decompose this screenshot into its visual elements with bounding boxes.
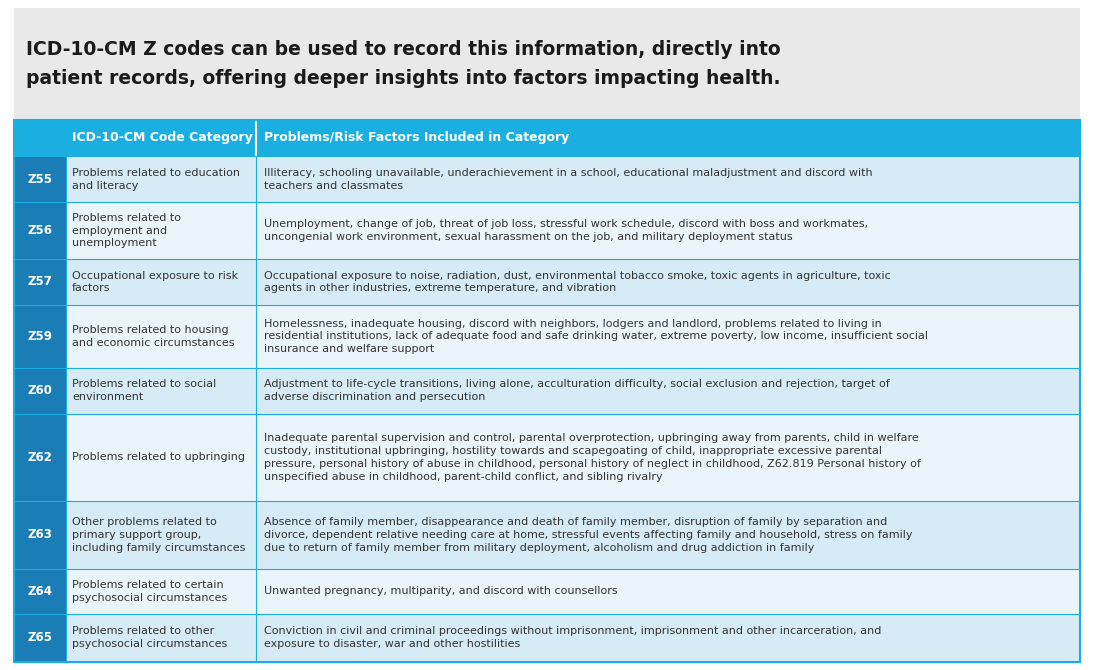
Text: Unemployment, change of job, threat of job loss, stressful work schedule, discor: Unemployment, change of job, threat of j… bbox=[264, 219, 869, 242]
Bar bbox=[14, 500, 66, 570]
Bar bbox=[14, 500, 1080, 570]
Bar bbox=[14, 120, 1080, 662]
Bar bbox=[14, 259, 66, 305]
Text: Adjustment to life-cycle transitions, living alone, acculturation difficulty, so: Adjustment to life-cycle transitions, li… bbox=[264, 379, 889, 402]
Text: Problems/Risk Factors Included in Category: Problems/Risk Factors Included in Catego… bbox=[264, 131, 569, 145]
Text: Other problems related to
primary support group,
including family circumstances: Other problems related to primary suppor… bbox=[72, 517, 245, 553]
Bar bbox=[14, 414, 66, 500]
Text: Problems related to education
and literacy: Problems related to education and litera… bbox=[72, 168, 240, 190]
Bar bbox=[14, 8, 1080, 120]
Bar bbox=[14, 570, 66, 614]
Bar bbox=[14, 614, 1080, 662]
Text: Problems related to housing
and economic circumstances: Problems related to housing and economic… bbox=[72, 325, 234, 348]
Bar bbox=[14, 202, 1080, 259]
Text: Z64: Z64 bbox=[27, 585, 53, 598]
Text: ICD-10-CM Code Category: ICD-10-CM Code Category bbox=[72, 131, 253, 145]
Text: Problems related to
employment and
unemployment: Problems related to employment and unemp… bbox=[72, 213, 181, 249]
Text: Z59: Z59 bbox=[27, 330, 53, 343]
Text: Z62: Z62 bbox=[27, 451, 53, 464]
Text: Unwanted pregnancy, multiparity, and discord with counsellors: Unwanted pregnancy, multiparity, and dis… bbox=[264, 586, 618, 596]
Bar bbox=[14, 202, 66, 259]
Bar bbox=[14, 305, 66, 368]
Text: Occupational exposure to risk
factors: Occupational exposure to risk factors bbox=[72, 271, 238, 293]
Text: Occupational exposure to noise, radiation, dust, environmental tobacco smoke, to: Occupational exposure to noise, radiatio… bbox=[264, 271, 891, 293]
Text: ICD-10-CM Z codes can be used to record this information, directly into
patient : ICD-10-CM Z codes can be used to record … bbox=[26, 40, 781, 88]
Bar bbox=[14, 305, 1080, 368]
Text: Illiteracy, schooling unavailable, underachievement in a school, educational mal: Illiteracy, schooling unavailable, under… bbox=[264, 168, 873, 190]
Text: Problems related to certain
psychosocial circumstances: Problems related to certain psychosocial… bbox=[72, 580, 228, 603]
Bar bbox=[14, 570, 1080, 614]
Text: Z57: Z57 bbox=[27, 275, 53, 289]
Text: Absence of family member, disappearance and death of family member, disruption o: Absence of family member, disappearance … bbox=[264, 517, 912, 553]
Bar bbox=[14, 156, 1080, 202]
Bar bbox=[14, 614, 66, 662]
Text: Z55: Z55 bbox=[27, 173, 53, 186]
Text: Z63: Z63 bbox=[27, 529, 53, 541]
Bar bbox=[14, 120, 1080, 156]
Text: Problems related to other
psychosocial circumstances: Problems related to other psychosocial c… bbox=[72, 626, 228, 649]
Bar bbox=[14, 368, 1080, 414]
Bar bbox=[14, 259, 1080, 305]
Text: Problems related to social
environment: Problems related to social environment bbox=[72, 379, 217, 402]
Text: Z60: Z60 bbox=[27, 385, 53, 397]
Text: Z65: Z65 bbox=[27, 631, 53, 645]
Bar bbox=[14, 156, 66, 202]
Text: Inadequate parental supervision and control, parental overprotection, upbringing: Inadequate parental supervision and cont… bbox=[264, 433, 921, 482]
Text: Problems related to upbringing: Problems related to upbringing bbox=[72, 452, 245, 462]
Bar bbox=[14, 414, 1080, 500]
Text: Homelessness, inadequate housing, discord with neighbors, lodgers and landlord, : Homelessness, inadequate housing, discor… bbox=[264, 319, 928, 354]
Text: Z56: Z56 bbox=[27, 224, 53, 237]
Bar bbox=[14, 368, 66, 414]
Text: Conviction in civil and criminal proceedings without imprisonment, imprisonment : Conviction in civil and criminal proceed… bbox=[264, 626, 882, 649]
